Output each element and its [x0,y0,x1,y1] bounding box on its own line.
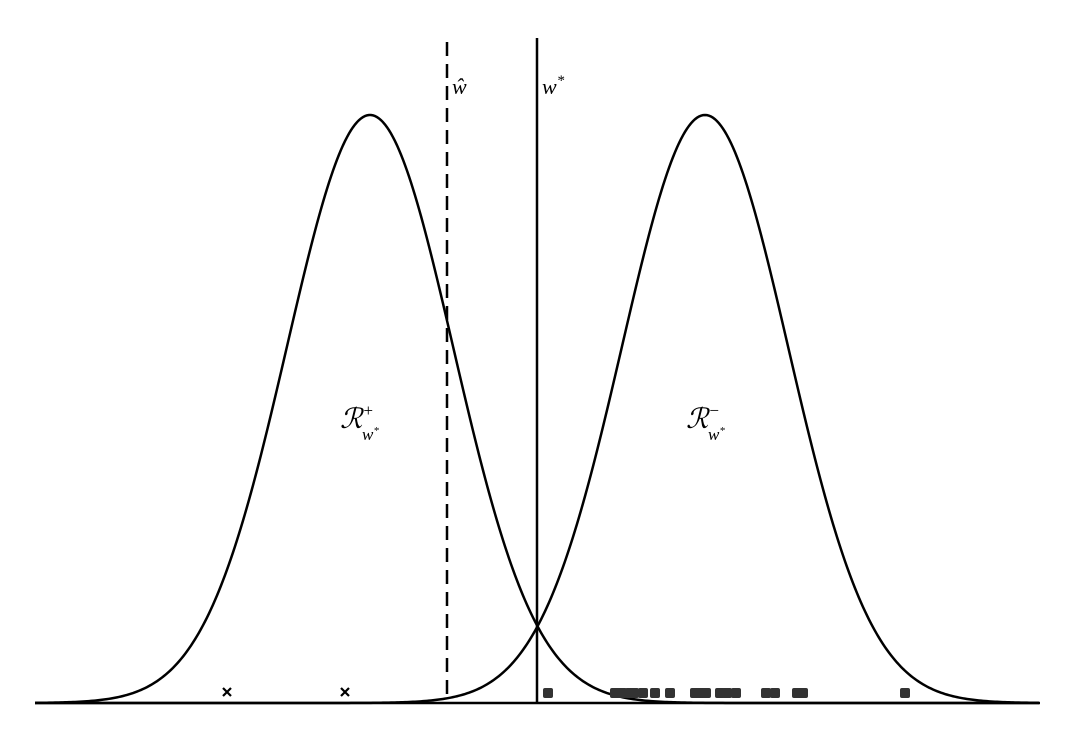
cross-point [222,687,232,697]
square-point [638,688,648,698]
square-point [543,688,553,698]
region-minus-label: ℛ− w* [686,401,725,444]
label-sup: + [362,401,373,420]
label-base: w [542,74,557,99]
sample-points [222,687,910,698]
square-point [701,688,711,698]
square-point [770,688,780,698]
square-point [629,688,639,698]
label-sup: * [557,73,565,89]
square-point [761,688,771,698]
square-point [650,688,660,698]
label-base: ŵ [452,74,467,99]
label-sub: w [708,425,720,444]
label-sup: − [708,401,719,420]
square-point [617,688,627,698]
region-plus-label: ℛ+ w* [340,401,379,444]
square-point [900,688,910,698]
label-subsup: * [373,425,379,437]
square-point [731,688,741,698]
square-point [798,688,808,698]
label-sub: w [362,425,374,444]
w-hat-label: ŵ [452,74,467,99]
square-point [722,688,732,698]
w-star-label: w* [542,73,565,99]
label-base: ℛ [686,404,710,435]
label-base: ℛ [340,404,364,435]
square-point [665,688,675,698]
cross-point [340,687,350,697]
label-subsup: * [719,425,725,437]
